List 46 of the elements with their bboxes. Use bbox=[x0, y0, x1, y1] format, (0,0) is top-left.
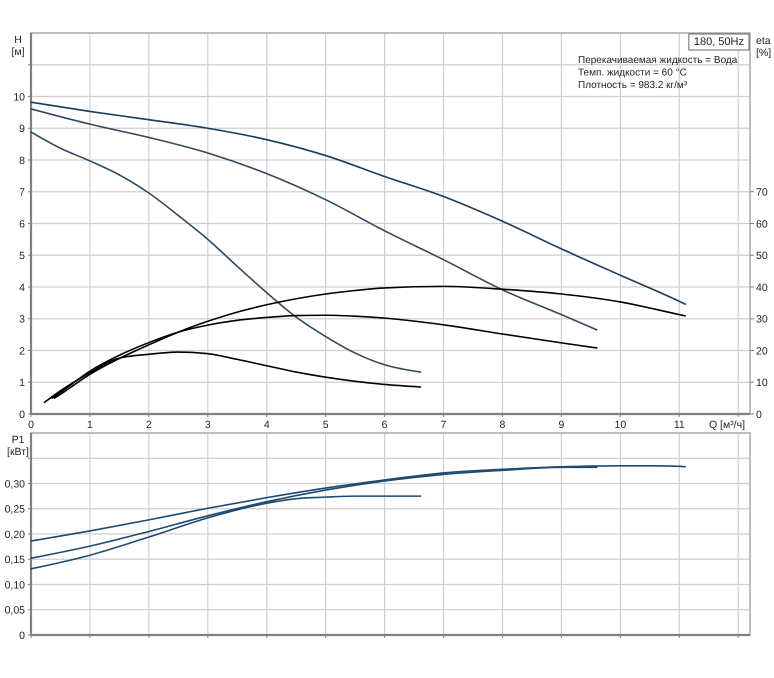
x-tick-label: 6 bbox=[382, 419, 388, 431]
annotation: Темп. жидкости = 60 °C bbox=[578, 68, 687, 78]
y-tick-label: 3 bbox=[19, 314, 26, 326]
y2-tick-label: 40 bbox=[756, 282, 768, 294]
y-tick-label: 6 bbox=[19, 218, 26, 230]
x-tick-label: 5 bbox=[322, 419, 329, 431]
y2-tick-label: 70 bbox=[756, 186, 768, 199]
y2-tick-label: 0 bbox=[756, 408, 762, 421]
x-axis-title: Q [м³/ч] bbox=[708, 419, 746, 431]
y-tick-label: 7 bbox=[19, 186, 26, 199]
y-tick-label: 0,10 bbox=[4, 579, 26, 592]
x-tick-label: 9 bbox=[558, 419, 564, 431]
y-tick-label: 5 bbox=[19, 250, 26, 262]
y-axis-title: H [м] bbox=[11, 34, 25, 58]
y-tick-label: 0 bbox=[19, 630, 26, 642]
x-tick-label: 0 bbox=[28, 419, 34, 431]
y2-tick-label: 10 bbox=[756, 377, 768, 390]
chart-title: 180, 50Hz bbox=[694, 36, 744, 48]
y2-axis-title: eta [%] bbox=[756, 35, 772, 59]
y-tick-label: 0,25 bbox=[4, 504, 26, 516]
y2-tick-label: 60 bbox=[756, 218, 768, 230]
y-tick-label: 0,20 bbox=[4, 528, 26, 541]
x-tick-label: 3 bbox=[204, 419, 211, 431]
y-tick-label: 0 bbox=[19, 408, 26, 421]
x-tick-label: 8 bbox=[500, 419, 506, 431]
y-axis-title: P1 [кВт] bbox=[7, 434, 30, 458]
y-tick-label: 1 bbox=[19, 377, 26, 390]
x-tick-label: 10 bbox=[614, 419, 626, 431]
y2-tick-label: 30 bbox=[756, 314, 768, 326]
x-tick-label: 11 bbox=[674, 419, 685, 431]
y-tick-label: 0,05 bbox=[4, 604, 26, 617]
y-tick-label: 0,30 bbox=[4, 478, 26, 490]
y-tick-label: 9 bbox=[19, 123, 26, 136]
annotation: Плотность = 983.2 кг/м³ bbox=[578, 80, 688, 91]
x-tick-label: 2 bbox=[146, 419, 152, 431]
annotation: Перекачиваемая жидкость = Вода bbox=[578, 55, 738, 66]
x-tick-label: 1 bbox=[87, 419, 94, 431]
y-tick-label: 0,15 bbox=[4, 554, 26, 566]
y-tick-label: 8 bbox=[19, 154, 26, 167]
y-tick-label: 4 bbox=[19, 282, 26, 294]
x-tick-label: 7 bbox=[440, 419, 447, 431]
y2-tick-label: 50 bbox=[756, 250, 768, 262]
y2-tick-label: 20 bbox=[756, 345, 768, 358]
y-tick-label: 10 bbox=[13, 91, 26, 104]
y-tick-label: 2 bbox=[19, 345, 26, 358]
x-tick-label: 4 bbox=[264, 419, 270, 431]
